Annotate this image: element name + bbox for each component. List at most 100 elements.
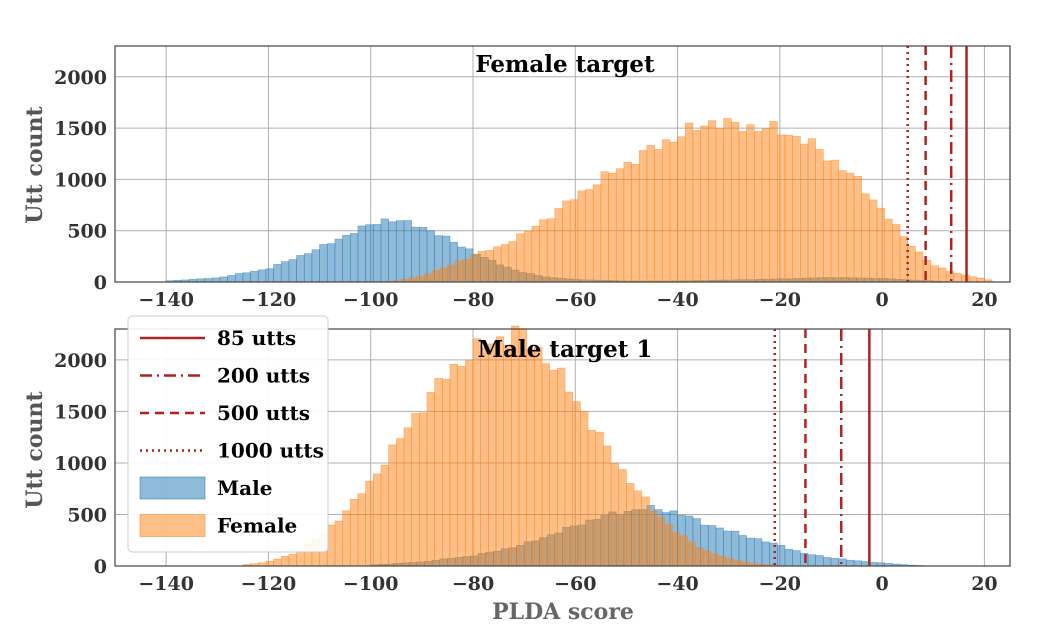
histogram-bar bbox=[250, 270, 259, 283]
x-tick-label: 20 bbox=[971, 289, 997, 311]
x-tick-label: −140 bbox=[138, 289, 194, 311]
histogram-bar bbox=[518, 328, 527, 567]
histogram-bar bbox=[569, 199, 579, 283]
legend: 85 utts 200 utts 500 utts 1000 utts Male Fema… bbox=[127, 315, 329, 553]
histogram-bar bbox=[823, 557, 832, 567]
histogram-bar bbox=[725, 558, 735, 567]
histogram-bar bbox=[830, 159, 839, 283]
histogram-bar bbox=[649, 510, 658, 567]
top-y-axis-label: Utt count bbox=[22, 105, 48, 223]
histogram-bar bbox=[395, 438, 405, 567]
histogram-bar bbox=[830, 558, 839, 567]
histogram-bar bbox=[753, 538, 763, 567]
histogram-bar bbox=[687, 541, 696, 567]
histogram-bar bbox=[265, 268, 274, 283]
histogram-bar bbox=[572, 401, 581, 567]
histogram-bar bbox=[692, 130, 701, 283]
histogram-bar bbox=[516, 233, 525, 283]
histogram-bar bbox=[488, 343, 497, 567]
histogram-bar bbox=[968, 276, 978, 283]
histogram-bar bbox=[741, 561, 750, 567]
histogram-bar bbox=[500, 244, 510, 283]
legend-label: 200 utts bbox=[217, 364, 310, 388]
histogram-bar bbox=[388, 221, 397, 283]
histogram-bar bbox=[738, 131, 747, 283]
histogram-bar bbox=[472, 338, 481, 567]
histogram-bar bbox=[580, 411, 589, 567]
histogram-bar bbox=[357, 225, 366, 283]
y-tick-label: 0 bbox=[94, 272, 107, 294]
histogram-bar bbox=[815, 149, 824, 283]
x-tick-label: −140 bbox=[138, 573, 194, 595]
x-tick-label: −80 bbox=[452, 289, 494, 311]
female-histogram bbox=[370, 118, 993, 283]
histogram-bar bbox=[280, 555, 290, 567]
y-tick-label: 1500 bbox=[54, 401, 107, 423]
histogram-bar bbox=[623, 161, 632, 283]
histogram-bar bbox=[288, 553, 297, 567]
histogram-bar bbox=[769, 542, 778, 567]
x-tick-label: −40 bbox=[656, 289, 698, 311]
histogram-bar bbox=[715, 128, 724, 283]
histogram-bar bbox=[227, 275, 236, 283]
x-tick-label: −120 bbox=[241, 573, 297, 595]
histogram-bar bbox=[493, 246, 502, 283]
histogram-bar bbox=[976, 277, 985, 283]
legend-item: 200 utts bbox=[140, 364, 310, 388]
histogram-bar bbox=[523, 230, 533, 283]
histogram-bar bbox=[641, 496, 650, 567]
histogram-bar bbox=[465, 360, 474, 567]
histogram-bar bbox=[380, 464, 389, 567]
histogram-bar bbox=[418, 412, 428, 567]
histogram-bar bbox=[753, 131, 763, 283]
histogram-bar bbox=[334, 238, 343, 283]
histogram-bar bbox=[480, 347, 489, 567]
histogram-bar bbox=[702, 550, 712, 567]
histogram-bar bbox=[454, 260, 464, 283]
x-tick-label: −20 bbox=[759, 289, 801, 311]
histogram-bar bbox=[646, 144, 655, 283]
histogram-bar bbox=[769, 121, 778, 283]
histogram-bar bbox=[549, 369, 558, 567]
histogram-bar bbox=[234, 273, 244, 283]
histogram-bar bbox=[457, 366, 466, 567]
legend-patch-swatch bbox=[139, 476, 206, 500]
histogram-bar bbox=[477, 250, 487, 283]
histogram-bar bbox=[869, 199, 878, 283]
histogram-bar bbox=[922, 259, 932, 283]
histogram-bar bbox=[730, 121, 740, 283]
histogram-bar bbox=[485, 250, 494, 283]
x-tick-label: −60 bbox=[554, 289, 596, 311]
histogram-bar bbox=[723, 118, 732, 283]
histogram-bar bbox=[211, 277, 221, 283]
x-tick-label: −100 bbox=[343, 573, 399, 595]
legend-label: Male bbox=[217, 476, 272, 500]
histogram-bar bbox=[807, 138, 816, 283]
histogram-bar bbox=[838, 558, 847, 567]
histogram-bar bbox=[342, 510, 351, 567]
histogram-bar bbox=[388, 444, 397, 567]
histogram-bar bbox=[342, 234, 351, 283]
y-tick-label: 500 bbox=[67, 504, 107, 526]
y-tick-label: 2000 bbox=[54, 67, 107, 89]
histogram-bar bbox=[288, 259, 297, 283]
plot-frame bbox=[114, 45, 1011, 283]
histogram-bar bbox=[416, 275, 425, 283]
histogram-bar bbox=[823, 160, 832, 283]
histogram-bar bbox=[577, 190, 586, 283]
x-tick-label: −120 bbox=[241, 289, 297, 311]
histogram-bar bbox=[311, 249, 320, 283]
histogram-bar bbox=[776, 134, 786, 283]
histogram-bar bbox=[462, 259, 471, 283]
histogram-bar bbox=[800, 143, 809, 283]
histogram-bar bbox=[587, 429, 597, 567]
histogram-bar bbox=[733, 560, 742, 567]
histogram-bar bbox=[508, 241, 517, 283]
legend-item: Male bbox=[139, 476, 272, 500]
histogram-bar bbox=[585, 189, 594, 283]
x-tick-label: 0 bbox=[876, 289, 889, 311]
histogram-bar bbox=[700, 125, 709, 283]
histogram-bar bbox=[349, 233, 359, 283]
legend-item: Female bbox=[139, 514, 297, 538]
